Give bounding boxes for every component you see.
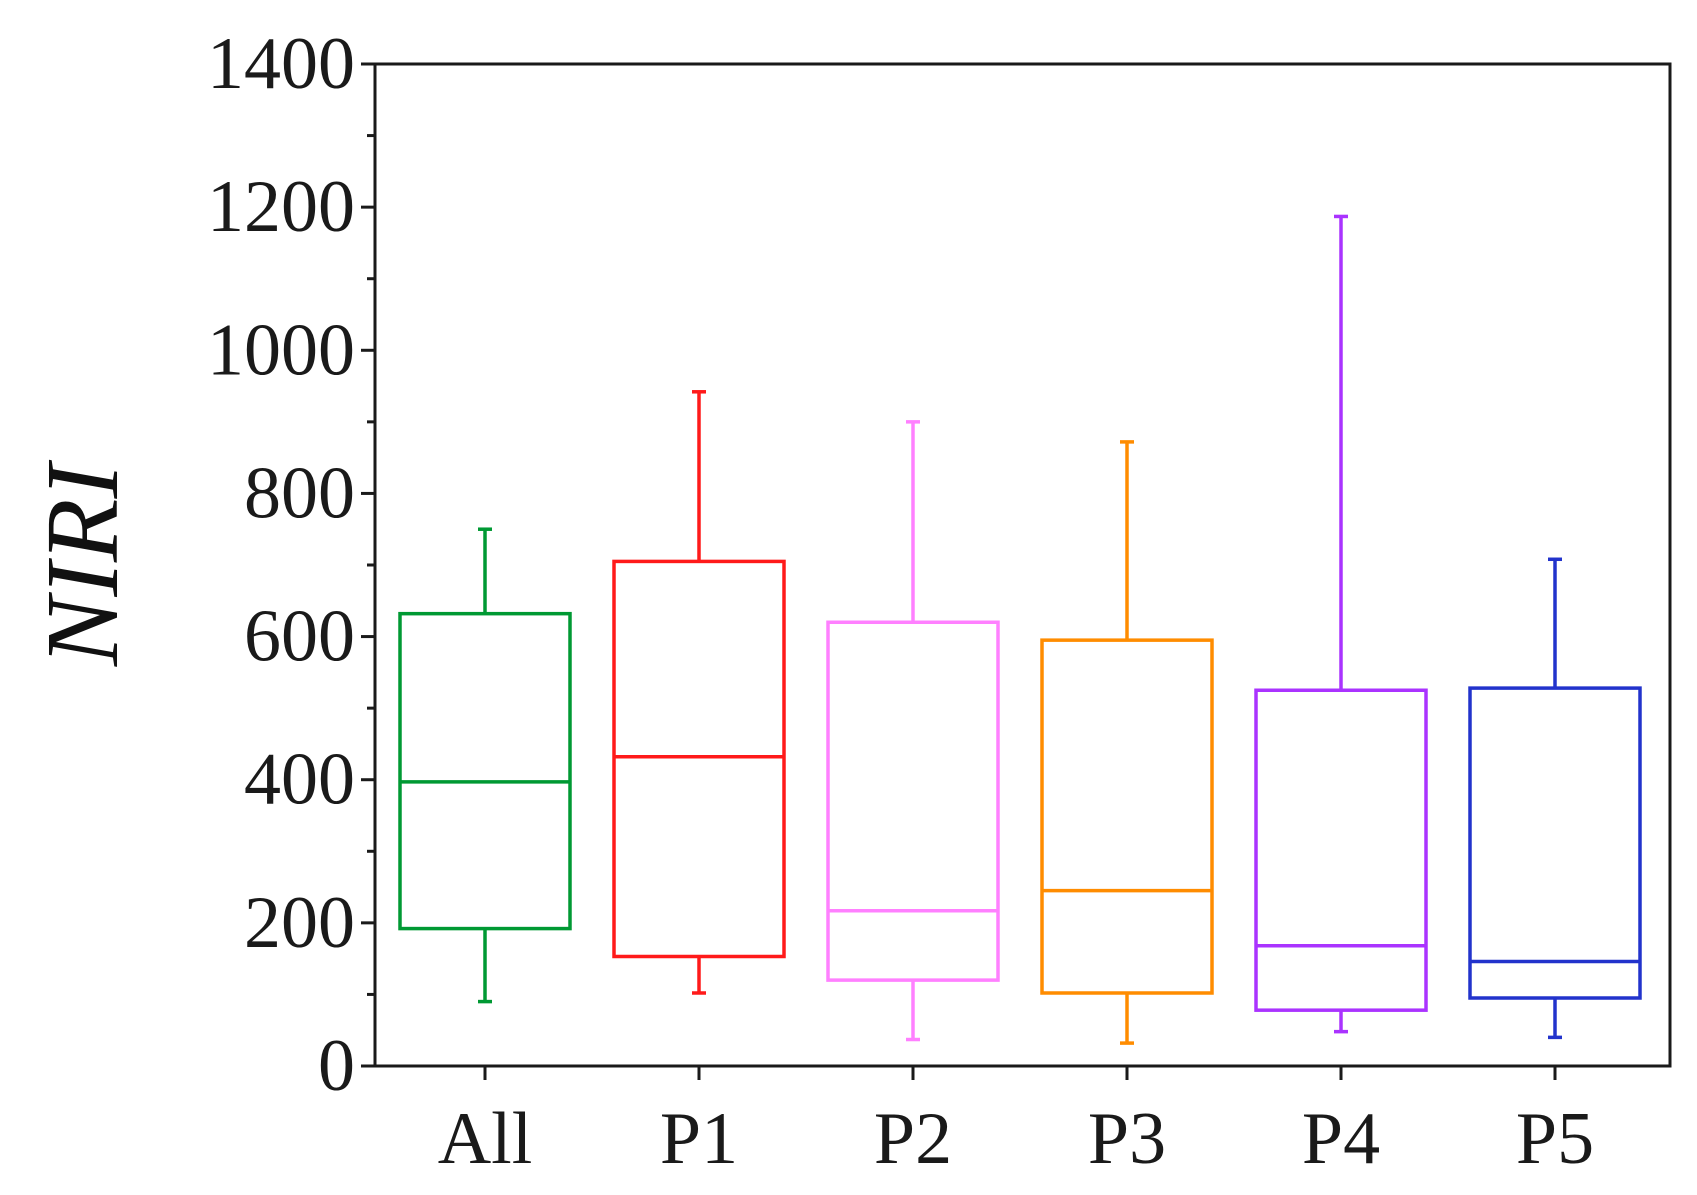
y-tick-label: 1200 xyxy=(207,166,355,248)
y-axis-title: NIRI xyxy=(25,460,140,668)
interquartile-box xyxy=(1254,688,1428,1012)
interquartile-box xyxy=(826,620,1000,982)
box-series-group xyxy=(398,214,1642,1045)
x-tick-label-p3: P3 xyxy=(1088,1098,1166,1180)
x-tick-label-p4: P4 xyxy=(1302,1098,1380,1180)
interquartile-box xyxy=(612,559,786,959)
x-axis: All P1 P2 P3 P4 P5 xyxy=(438,1066,1594,1180)
y-tick-label: 600 xyxy=(244,596,355,678)
y-tick-label: 1000 xyxy=(207,309,355,391)
box-p5 xyxy=(1468,557,1642,1040)
x-tick-label-all: All xyxy=(438,1098,533,1180)
interquartile-box xyxy=(1468,686,1642,1000)
x-tick-label-p1: P1 xyxy=(660,1098,738,1180)
y-tick-label: 1400 xyxy=(207,23,355,105)
box-p2 xyxy=(826,420,1000,1042)
interquartile-box xyxy=(1040,638,1214,995)
box-p1 xyxy=(612,390,786,995)
box-p3 xyxy=(1040,440,1214,1045)
interquartile-box xyxy=(398,611,572,931)
box-p4 xyxy=(1254,214,1428,1034)
y-axis: 0 200 400 600 800 1000 1200 1400 xyxy=(207,23,375,1107)
x-tick-label-p5: P5 xyxy=(1516,1098,1594,1180)
box-all xyxy=(398,527,572,1004)
y-tick-label: 800 xyxy=(244,452,355,534)
x-tick-label-p2: P2 xyxy=(874,1098,952,1180)
y-tick-label: 0 xyxy=(318,1025,355,1107)
y-tick-label: 400 xyxy=(244,739,355,821)
y-tick-label: 200 xyxy=(244,882,355,964)
